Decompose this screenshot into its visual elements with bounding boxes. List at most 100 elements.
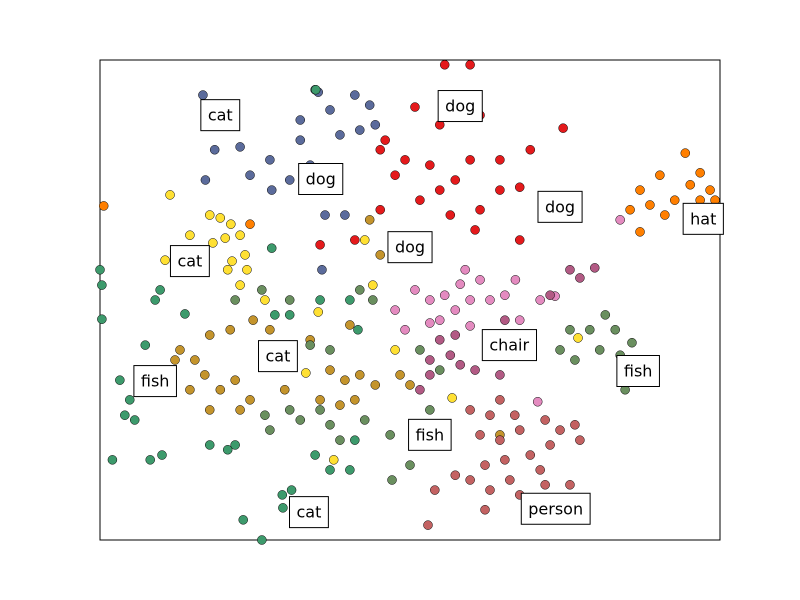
- point: [510, 410, 520, 420]
- point: [465, 321, 475, 331]
- annotation-box: [520, 492, 591, 525]
- point: [575, 435, 585, 445]
- point: [315, 405, 325, 415]
- point: [350, 395, 360, 405]
- point: [200, 370, 210, 380]
- point: [235, 280, 245, 290]
- point: [295, 135, 306, 145]
- point: [335, 400, 345, 410]
- point: [445, 210, 456, 220]
- point: [335, 130, 345, 140]
- point: [555, 345, 565, 355]
- point: [353, 325, 363, 335]
- point: [660, 210, 670, 220]
- point: [215, 213, 226, 223]
- point: [410, 102, 420, 112]
- point: [470, 365, 480, 375]
- point: [514, 182, 525, 192]
- point: [227, 256, 237, 266]
- annotation: person: [520, 492, 591, 525]
- point: [570, 355, 580, 365]
- point: [295, 115, 306, 125]
- point: [175, 345, 185, 355]
- point: [370, 380, 381, 390]
- point: [669, 195, 680, 205]
- point: [510, 275, 521, 285]
- point: [465, 295, 475, 305]
- point: [280, 385, 290, 395]
- point: [157, 450, 167, 460]
- point: [500, 290, 510, 300]
- point: [208, 238, 218, 248]
- point: [277, 490, 288, 500]
- point: [155, 285, 165, 295]
- point: [430, 485, 440, 495]
- point: [120, 410, 130, 420]
- point: [570, 420, 580, 430]
- point: [555, 425, 565, 435]
- point: [435, 335, 445, 345]
- point: [345, 320, 355, 330]
- point: [225, 325, 235, 335]
- annotation-box: [169, 245, 210, 278]
- plot-frame: [99, 59, 721, 541]
- annotation-box: [289, 496, 329, 529]
- point: [505, 475, 515, 485]
- point: [565, 325, 575, 335]
- point: [315, 395, 325, 405]
- point: [350, 235, 360, 245]
- point: [235, 230, 245, 240]
- point: [313, 307, 323, 317]
- point: [204, 440, 215, 450]
- annotation: cat: [200, 99, 241, 132]
- point: [590, 263, 600, 273]
- point: [260, 295, 270, 305]
- annotation-label: fish: [141, 372, 170, 391]
- point: [345, 295, 355, 305]
- point: [200, 175, 211, 185]
- point: [495, 435, 505, 445]
- point: [325, 345, 335, 355]
- point: [495, 185, 505, 195]
- point: [209, 145, 220, 155]
- point: [465, 475, 475, 485]
- point: [445, 350, 456, 360]
- point: [450, 330, 461, 340]
- point: [425, 405, 435, 415]
- annotation: cat: [289, 496, 329, 529]
- annotation-label: cat: [177, 252, 202, 271]
- point: [340, 375, 350, 385]
- point: [248, 315, 258, 325]
- annotation-label: chair: [489, 336, 529, 355]
- point: [315, 295, 325, 305]
- annotation-box: [537, 190, 583, 223]
- annotation: cat: [169, 245, 210, 278]
- annotation-label: cat: [208, 106, 233, 125]
- point: [364, 215, 375, 225]
- point: [425, 160, 435, 170]
- point: [265, 325, 275, 335]
- point: [266, 243, 277, 253]
- point: [423, 520, 433, 530]
- point: [270, 310, 280, 320]
- point: [245, 219, 255, 229]
- point: [435, 365, 445, 375]
- annotation-label: hat: [690, 209, 716, 228]
- annotation-box: [298, 163, 344, 195]
- point: [204, 210, 215, 220]
- point: [150, 295, 160, 305]
- point: [470, 225, 480, 235]
- point: [368, 280, 378, 290]
- point: [257, 535, 267, 545]
- annotation-label: dog: [445, 97, 475, 116]
- point: [685, 180, 695, 190]
- point: [480, 460, 490, 470]
- point: [98, 201, 109, 211]
- annotation: dog: [298, 163, 344, 195]
- point: [610, 325, 620, 335]
- point: [405, 380, 415, 390]
- point: [627, 337, 637, 348]
- point: [359, 415, 370, 425]
- annotation-box: [200, 99, 241, 132]
- point: [455, 279, 465, 289]
